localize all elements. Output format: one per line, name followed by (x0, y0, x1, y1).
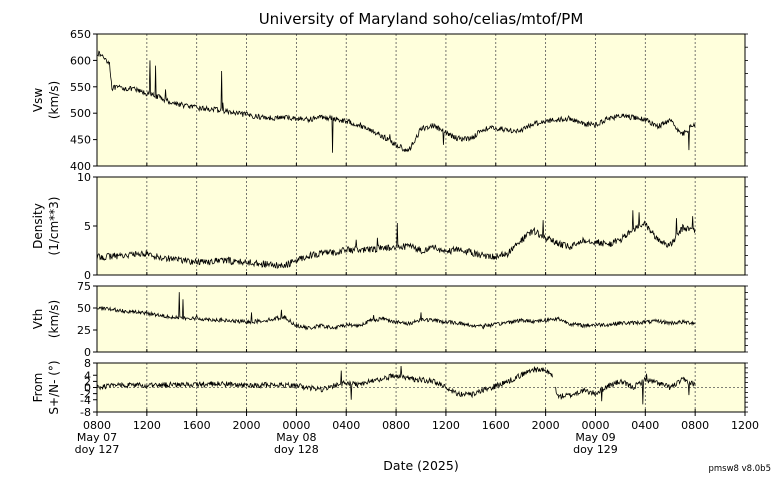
y-axis-unit: (km/s) (47, 81, 61, 119)
y-tick-label: 4 (84, 369, 91, 382)
y-tick-label: 550 (70, 81, 91, 94)
y-tick-label: 2 (84, 375, 91, 388)
series-line (96, 50, 696, 153)
x-tick-label: 1600 (183, 419, 211, 432)
y-tick-label: 400 (70, 160, 91, 173)
y-axis-unit: (1/cm**3) (47, 197, 61, 256)
x-tick-label: 0400 (631, 419, 659, 432)
y-tick-label: 50 (77, 302, 91, 315)
x-axis: 0800 1200 1600 2000 0000 0400 0800 1200 1600 2000… (75, 412, 759, 456)
series-line (96, 292, 696, 331)
panel-0: 400 450 500 550 600 650 Vsw (km/s) (31, 28, 748, 173)
y-tick-label: -8 (80, 406, 91, 419)
panel-background (97, 177, 745, 275)
x-tick-label: 1200 (432, 419, 460, 432)
panel-background (97, 34, 745, 166)
x-tick-label: 2000 (233, 419, 261, 432)
x-axis-label: Date (2025) (383, 458, 458, 473)
y-tick-label: 10 (77, 171, 91, 184)
y-tick-label: 0 (84, 269, 91, 282)
x-tick-label: 1200 (133, 419, 161, 432)
y-tick-label: -2 (80, 388, 91, 401)
y-tick-label: 0 (84, 346, 91, 359)
y-tick-label: 600 (70, 54, 91, 67)
panel-1: 0 5 10 Density (1/cm**3) (31, 171, 748, 282)
series-line (96, 366, 553, 400)
x-tick-label: 0800 (382, 419, 410, 432)
y-tick-label: 450 (70, 134, 91, 147)
x-doy-label: doy 127 (75, 443, 120, 456)
y-axis-label: Vth (31, 309, 45, 330)
y-tick-label: 8 (84, 357, 91, 370)
y-tick-label: 0 (84, 382, 91, 395)
x-date-label: May 09 (575, 431, 615, 444)
series-line (96, 210, 696, 270)
y-tick-label: 650 (70, 28, 91, 41)
x-tick-label: 1600 (482, 419, 510, 432)
panel-2: 0 25 50 75 Vth (km/s) (31, 280, 748, 359)
x-tick-label: 0000 (581, 419, 609, 432)
y-tick-label: 5 (84, 220, 91, 233)
y-tick-label: 500 (70, 107, 91, 120)
version-label: pmsw8 v8.0b5 (708, 464, 771, 474)
x-tick-label: 0000 (282, 419, 310, 432)
y-tick-label: 25 (77, 324, 91, 337)
y-axis-label: Vsw (31, 88, 45, 112)
x-date-label: May 07 (77, 431, 117, 444)
x-tick-label: 2000 (532, 419, 560, 432)
x-date-label: May 08 (276, 431, 316, 444)
y-axis-unit: S+/N- (°) (47, 360, 61, 414)
chart-title: University of Maryland soho/celias/mtof/… (259, 10, 584, 28)
x-tick-label: 0800 (681, 419, 709, 432)
series-line (555, 373, 696, 405)
y-tick-label: -4 (80, 394, 91, 407)
y-axis-label: From (31, 373, 45, 403)
x-tick-label: 0800 (83, 419, 111, 432)
x-tick-label: 0400 (332, 419, 360, 432)
x-doy-label: doy 129 (573, 443, 618, 456)
y-axis-unit: (km/s) (47, 300, 61, 338)
y-axis-label: Density (31, 203, 45, 249)
x-doy-label: doy 128 (274, 443, 319, 456)
y-tick-label: 75 (77, 280, 91, 293)
x-tick-label: 1200 (731, 419, 759, 432)
